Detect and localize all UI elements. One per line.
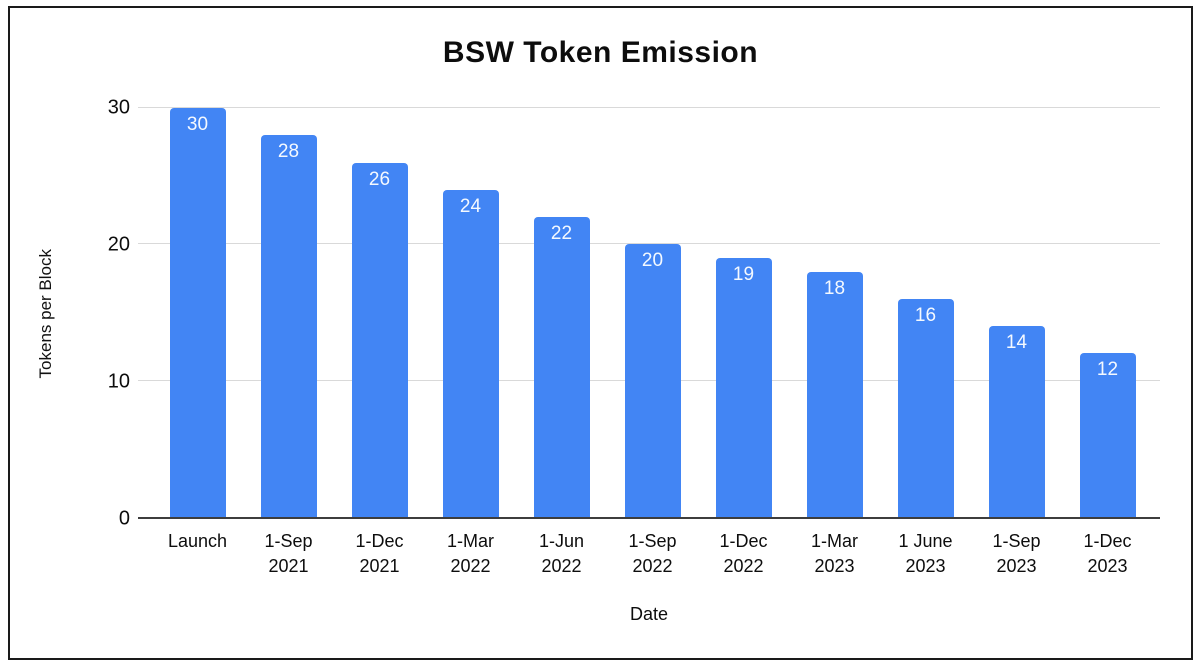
x-axis-ticks: Launch 1-Sep 2021 1-Dec 2021 1-Mar 2022 1-Ju… [138, 529, 1160, 579]
bar: 20 [624, 244, 681, 517]
x-tick-label: Launch [167, 531, 228, 551]
bar-slot: 14 [971, 108, 1062, 517]
bar: 24 [442, 189, 499, 517]
x-tick-label: 1 June 2023 [898, 531, 953, 576]
bar-value-label: 24 [459, 195, 482, 217]
bar-slot: 16 [880, 108, 971, 517]
y-axis-title-text: Tokens per Block [36, 248, 55, 379]
bar: 30 [169, 108, 226, 517]
gridline [138, 107, 1160, 108]
y-axis-title: Tokens per Block [34, 108, 58, 519]
bar: 18 [806, 271, 863, 517]
x-axis-title: Date [629, 604, 669, 624]
bar: 12 [1079, 353, 1136, 517]
bar-slot: 28 [243, 108, 334, 517]
chart-frame: BSW Token Emission Tokens per Block 0 10 2… [8, 6, 1193, 660]
bar-value-label: 16 [914, 304, 937, 326]
bar-value-label: 12 [1096, 359, 1119, 381]
x-tick-label: 1-Mar 2023 [810, 531, 858, 576]
bar: 16 [897, 298, 954, 517]
y-tick-label: 0 [118, 507, 130, 530]
x-tick-label: 1-Mar 2022 [446, 531, 494, 576]
bar-value-label: 18 [823, 277, 846, 299]
bar-slot: 30 [152, 108, 243, 517]
x-tick-label: 1-Sep 2022 [628, 531, 677, 576]
bar: 28 [260, 135, 317, 517]
bar: 22 [533, 217, 590, 517]
bar-value-label: 26 [368, 168, 391, 190]
bar-slot: 22 [516, 108, 607, 517]
bar-value-label: 19 [732, 263, 755, 285]
bar-slot: 18 [789, 108, 880, 517]
bar-slot: 26 [334, 108, 425, 517]
bar-value-label: 28 [277, 141, 300, 163]
bar-slot: 19 [698, 108, 789, 517]
x-tick-label: 1-Dec 2023 [1083, 531, 1132, 576]
x-tick-label: 1-Dec 2022 [719, 531, 768, 576]
bar: 26 [351, 162, 408, 517]
x-tick-label: 1-Dec 2021 [355, 531, 404, 576]
chart-title: BSW Token Emission [442, 36, 759, 69]
bar-slot: 24 [425, 108, 516, 517]
bar-slot: 12 [1062, 108, 1153, 517]
gridline [138, 243, 1160, 245]
bar-value-label: 22 [550, 223, 573, 245]
bar-value-label: 30 [186, 114, 209, 135]
y-axis-ticks: 0 10 20 30 [90, 97, 130, 530]
bar-value-label: 20 [641, 250, 664, 272]
y-tick-label: 10 [107, 370, 130, 393]
x-tick-label: 1-Jun 2022 [538, 531, 585, 576]
y-tick-label: 20 [107, 233, 130, 256]
x-tick-label: 1-Sep 2023 [992, 531, 1041, 576]
bar: 19 [715, 257, 772, 517]
bar-slot: 20 [607, 108, 698, 517]
x-tick-label: 1-Sep 2021 [264, 531, 313, 576]
bar: 14 [988, 326, 1045, 517]
bars-container: 30 28 26 24 22 20 19 18 16 14 12 [138, 108, 1160, 517]
plot-area: 30 28 26 24 22 20 19 18 16 14 12 [138, 107, 1160, 519]
y-tick-label: 30 [107, 96, 130, 119]
bar-value-label: 14 [1005, 332, 1028, 354]
